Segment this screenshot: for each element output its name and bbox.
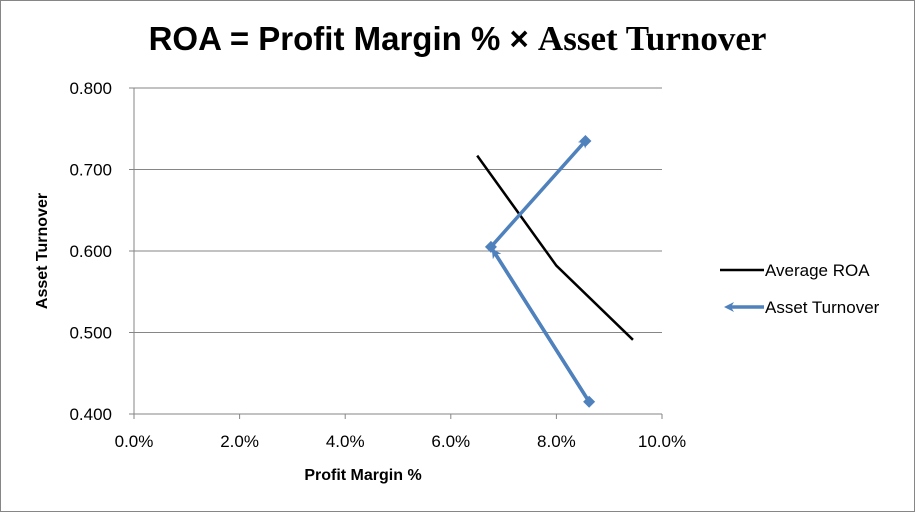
y-tick-label-0: 0.400 (69, 405, 112, 424)
axes (129, 87, 663, 419)
legend-label-1: Asset Turnover (765, 298, 880, 317)
x-tick-label-5: 10.0% (638, 432, 686, 451)
y-tick-labels: 0.400 0.500 0.600 0.700 0.800 (69, 79, 112, 424)
series-layer (476, 134, 634, 408)
legend-label-0: Average ROA (765, 261, 870, 280)
x-tick-label-2: 4.0% (326, 432, 365, 451)
legend-item-0: Average ROA (720, 261, 870, 280)
series-1-point-2 (579, 134, 592, 147)
series-1-arrow-to-mid (491, 248, 591, 403)
y-axis-title: Asset Turnover (34, 193, 51, 309)
series-1 (484, 134, 596, 408)
x-tick-label-4: 8.0% (537, 432, 576, 451)
series-0-line (476, 154, 634, 341)
legend-item-1: Asset Turnover (724, 298, 880, 317)
y-tick-label-4: 0.800 (69, 79, 112, 98)
chart-title-part2: Asset Turnover (537, 19, 767, 58)
series-1-point-1 (484, 240, 497, 253)
x-tick-label-3: 6.0% (431, 432, 470, 451)
y-tick-label-1: 0.500 (69, 324, 112, 343)
x-axis-title: Profit Margin % (304, 467, 421, 484)
x-tick-label-0: 0.0% (115, 432, 154, 451)
series-1-segment-1 (489, 137, 589, 249)
chart-title: ROA = Profit Margin % × Asset Turnover (1, 19, 914, 59)
y-tick-label-2: 0.600 (69, 242, 112, 261)
gridlines (134, 87, 662, 333)
x-tick-labels: 0.0% 2.0% 4.0% 6.0% 8.0% 10.0% (115, 432, 686, 451)
chart-title-part1: ROA = Profit Margin % × (148, 20, 538, 57)
x-tick-label-1: 2.0% (220, 432, 259, 451)
y-tick-label-3: 0.700 (69, 161, 112, 180)
series-0 (476, 154, 634, 341)
series-1-point-0 (583, 395, 596, 408)
legend: Average ROA Asset Turnover (720, 261, 880, 317)
